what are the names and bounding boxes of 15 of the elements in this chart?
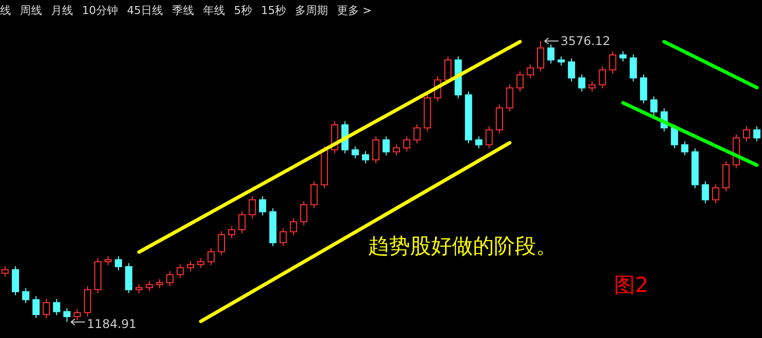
text: 周线 xyxy=(20,4,42,17)
annotation: 趋势股好做的阶段。 xyxy=(368,234,557,258)
text: 线 xyxy=(0,4,11,17)
annotation: 图2 xyxy=(614,273,648,297)
text: 45日线 xyxy=(127,4,163,17)
text: 年线 xyxy=(203,4,225,17)
text: 10分钟 xyxy=(82,4,118,17)
text: 多周期 xyxy=(295,4,328,17)
annotation: 3576.12 xyxy=(560,34,610,48)
annotation: 1184.91 xyxy=(86,317,137,331)
text: 5秒 xyxy=(234,4,252,17)
text: 季线 xyxy=(172,4,194,17)
text: 15秒 xyxy=(261,4,286,17)
text: 更多 > xyxy=(337,4,372,17)
text: 月线 xyxy=(51,4,73,17)
